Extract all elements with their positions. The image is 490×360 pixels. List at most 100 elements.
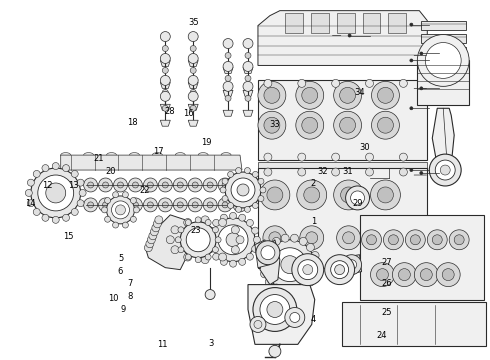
Circle shape (335, 265, 344, 275)
Circle shape (436, 263, 460, 287)
Circle shape (260, 187, 266, 193)
Circle shape (222, 202, 228, 208)
Circle shape (410, 168, 413, 171)
Circle shape (239, 258, 245, 265)
Circle shape (272, 284, 280, 292)
Circle shape (158, 178, 172, 192)
Circle shape (269, 232, 281, 244)
Circle shape (213, 247, 219, 253)
Circle shape (427, 230, 447, 250)
Circle shape (420, 52, 423, 55)
Circle shape (118, 202, 123, 208)
Polygon shape (243, 90, 253, 96)
Ellipse shape (84, 153, 94, 158)
Circle shape (188, 178, 202, 192)
Circle shape (173, 178, 187, 192)
Circle shape (207, 182, 213, 188)
Circle shape (133, 207, 140, 213)
Circle shape (337, 226, 361, 250)
Circle shape (71, 170, 78, 177)
Circle shape (173, 198, 187, 212)
Circle shape (340, 117, 356, 133)
Circle shape (225, 53, 231, 58)
Circle shape (334, 81, 362, 109)
Circle shape (429, 154, 461, 186)
Circle shape (252, 171, 258, 177)
Circle shape (84, 198, 98, 212)
Text: 19: 19 (201, 138, 211, 147)
Bar (311, 13, 329, 32)
Circle shape (243, 81, 253, 91)
Circle shape (211, 218, 255, 262)
Polygon shape (255, 240, 270, 268)
Circle shape (334, 111, 362, 139)
Bar (421, 46, 466, 55)
Text: 17: 17 (153, 147, 164, 156)
Circle shape (265, 240, 315, 289)
Circle shape (311, 252, 319, 260)
Circle shape (267, 302, 283, 318)
Circle shape (178, 227, 184, 233)
Circle shape (52, 216, 59, 223)
Circle shape (243, 62, 253, 71)
Circle shape (371, 81, 399, 109)
Circle shape (118, 182, 123, 188)
Circle shape (220, 214, 227, 221)
Ellipse shape (198, 153, 208, 158)
Text: 15: 15 (63, 232, 74, 241)
Text: 9: 9 (121, 305, 125, 314)
Circle shape (218, 178, 232, 192)
Circle shape (160, 75, 171, 85)
Circle shape (290, 312, 300, 323)
Polygon shape (146, 215, 190, 270)
Text: 33: 33 (269, 120, 280, 129)
Text: 26: 26 (381, 279, 392, 288)
Circle shape (190, 105, 196, 111)
Polygon shape (160, 120, 171, 126)
Text: 4: 4 (311, 315, 316, 324)
Circle shape (291, 287, 298, 295)
Circle shape (292, 254, 324, 285)
Circle shape (188, 75, 198, 85)
Circle shape (264, 80, 272, 87)
Circle shape (261, 252, 269, 260)
Circle shape (71, 208, 78, 215)
Circle shape (88, 182, 94, 188)
Circle shape (233, 178, 247, 192)
Circle shape (188, 54, 198, 63)
Circle shape (350, 191, 365, 205)
Circle shape (231, 178, 255, 202)
Circle shape (246, 253, 253, 260)
Circle shape (373, 226, 397, 250)
Bar (363, 13, 380, 32)
Circle shape (332, 153, 340, 161)
Circle shape (102, 182, 108, 188)
Circle shape (213, 219, 220, 226)
Circle shape (258, 178, 264, 184)
Circle shape (252, 227, 259, 234)
Circle shape (264, 117, 280, 133)
Circle shape (300, 226, 324, 250)
Circle shape (420, 87, 423, 90)
Circle shape (449, 230, 469, 250)
Circle shape (63, 165, 70, 172)
Circle shape (226, 233, 240, 247)
Circle shape (223, 81, 233, 91)
Bar (389, 13, 406, 32)
Circle shape (258, 195, 264, 202)
Circle shape (162, 67, 168, 73)
Ellipse shape (61, 153, 71, 158)
Circle shape (46, 183, 66, 203)
Circle shape (265, 278, 273, 286)
Circle shape (258, 81, 286, 109)
Circle shape (188, 32, 198, 41)
Circle shape (147, 182, 153, 188)
Circle shape (334, 180, 364, 210)
Text: 7: 7 (127, 279, 133, 288)
Circle shape (184, 219, 192, 226)
Circle shape (171, 226, 179, 234)
Circle shape (162, 89, 168, 95)
Circle shape (192, 202, 198, 208)
Circle shape (260, 294, 290, 324)
Text: 3: 3 (208, 339, 214, 348)
